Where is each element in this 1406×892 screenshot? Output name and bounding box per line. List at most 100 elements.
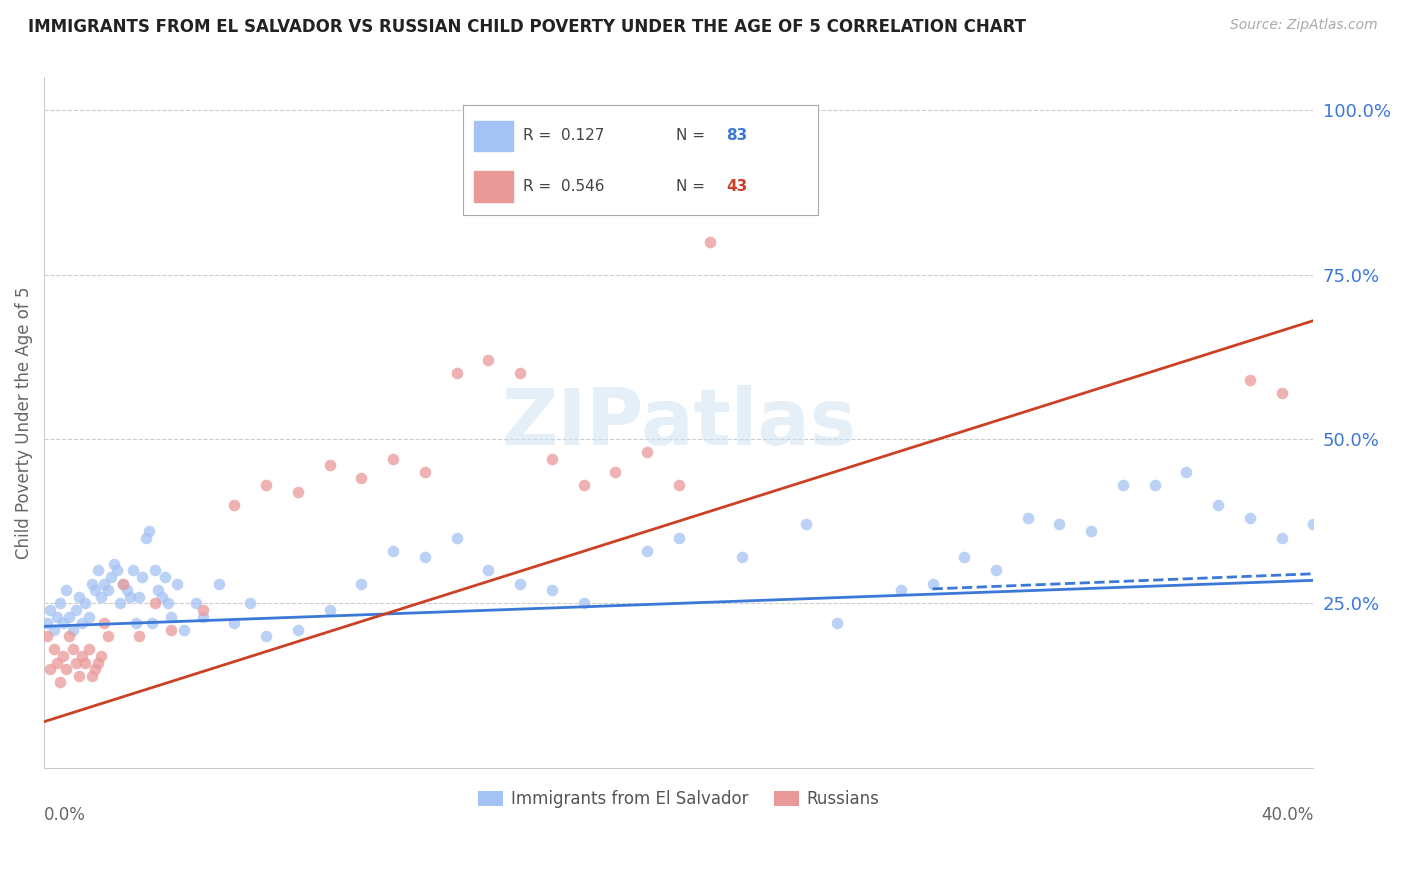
Point xyxy=(138,524,160,538)
Point xyxy=(49,596,72,610)
Point xyxy=(731,550,754,565)
Point xyxy=(37,616,59,631)
Point xyxy=(75,656,97,670)
Point xyxy=(58,609,80,624)
Point xyxy=(128,629,150,643)
Point xyxy=(572,596,595,610)
Point xyxy=(87,564,110,578)
Point xyxy=(90,648,112,663)
Point xyxy=(572,478,595,492)
Point xyxy=(49,675,72,690)
Point xyxy=(83,662,105,676)
Point xyxy=(254,629,277,643)
Point xyxy=(207,576,229,591)
Point xyxy=(135,531,157,545)
Point xyxy=(37,629,59,643)
Point xyxy=(39,662,62,676)
Legend: Immigrants from El Salvador, Russians: Immigrants from El Salvador, Russians xyxy=(471,783,886,814)
Point xyxy=(143,564,166,578)
Point xyxy=(605,465,627,479)
Point xyxy=(1143,478,1166,492)
Point xyxy=(62,642,84,657)
Point xyxy=(55,662,77,676)
Text: ZIPatlas: ZIPatlas xyxy=(501,384,856,460)
Point xyxy=(239,596,262,610)
Point xyxy=(668,531,690,545)
Point xyxy=(318,458,340,473)
Point xyxy=(52,616,75,631)
Point xyxy=(509,366,531,380)
Point xyxy=(83,583,105,598)
Point xyxy=(58,629,80,643)
Point xyxy=(287,484,309,499)
Point xyxy=(636,543,658,558)
Point xyxy=(42,642,65,657)
Point xyxy=(87,656,110,670)
Point xyxy=(413,465,436,479)
Point xyxy=(97,583,120,598)
Point xyxy=(93,576,115,591)
Y-axis label: Child Poverty Under the Age of 5: Child Poverty Under the Age of 5 xyxy=(15,286,32,558)
Point xyxy=(42,623,65,637)
Point xyxy=(446,531,468,545)
Point xyxy=(115,583,138,598)
Point xyxy=(382,543,405,558)
Point xyxy=(122,564,145,578)
Point xyxy=(70,648,93,663)
Point xyxy=(1080,524,1102,538)
Point xyxy=(65,603,87,617)
Text: IMMIGRANTS FROM EL SALVADOR VS RUSSIAN CHILD POVERTY UNDER THE AGE OF 5 CORRELAT: IMMIGRANTS FROM EL SALVADOR VS RUSSIAN C… xyxy=(28,18,1026,36)
Point xyxy=(413,550,436,565)
Text: 40.0%: 40.0% xyxy=(1261,805,1313,823)
Point xyxy=(80,576,103,591)
Point xyxy=(62,623,84,637)
Point xyxy=(148,583,170,598)
Point xyxy=(1239,511,1261,525)
Point xyxy=(1302,517,1324,532)
Point xyxy=(100,570,122,584)
Point xyxy=(173,623,195,637)
Point xyxy=(1049,517,1071,532)
Point xyxy=(160,609,183,624)
Point xyxy=(540,451,562,466)
Text: Source: ZipAtlas.com: Source: ZipAtlas.com xyxy=(1230,18,1378,32)
Point xyxy=(90,590,112,604)
Point xyxy=(890,583,912,598)
Point xyxy=(254,478,277,492)
Point xyxy=(93,616,115,631)
Point xyxy=(287,623,309,637)
Point xyxy=(1365,498,1388,512)
Point xyxy=(477,353,499,368)
Point xyxy=(55,583,77,598)
Point xyxy=(160,623,183,637)
Point xyxy=(45,609,67,624)
Point xyxy=(984,564,1007,578)
Point xyxy=(477,564,499,578)
Point xyxy=(131,570,153,584)
Point xyxy=(1112,478,1135,492)
Point xyxy=(39,603,62,617)
Point xyxy=(166,576,188,591)
Point xyxy=(77,642,100,657)
Point xyxy=(77,609,100,624)
Point xyxy=(186,596,208,610)
Point xyxy=(540,583,562,598)
Point xyxy=(1398,484,1406,499)
Point xyxy=(141,616,163,631)
Point xyxy=(125,616,148,631)
Point xyxy=(1270,531,1292,545)
Point xyxy=(1270,386,1292,401)
Point xyxy=(70,616,93,631)
Text: 0.0%: 0.0% xyxy=(44,805,86,823)
Point xyxy=(953,550,976,565)
Point xyxy=(52,648,75,663)
Point xyxy=(156,596,179,610)
Point xyxy=(118,590,141,604)
Point xyxy=(97,629,120,643)
Point xyxy=(224,498,246,512)
Point xyxy=(794,517,817,532)
Point xyxy=(112,576,135,591)
Point xyxy=(65,656,87,670)
Point xyxy=(509,576,531,591)
Point xyxy=(1239,373,1261,387)
